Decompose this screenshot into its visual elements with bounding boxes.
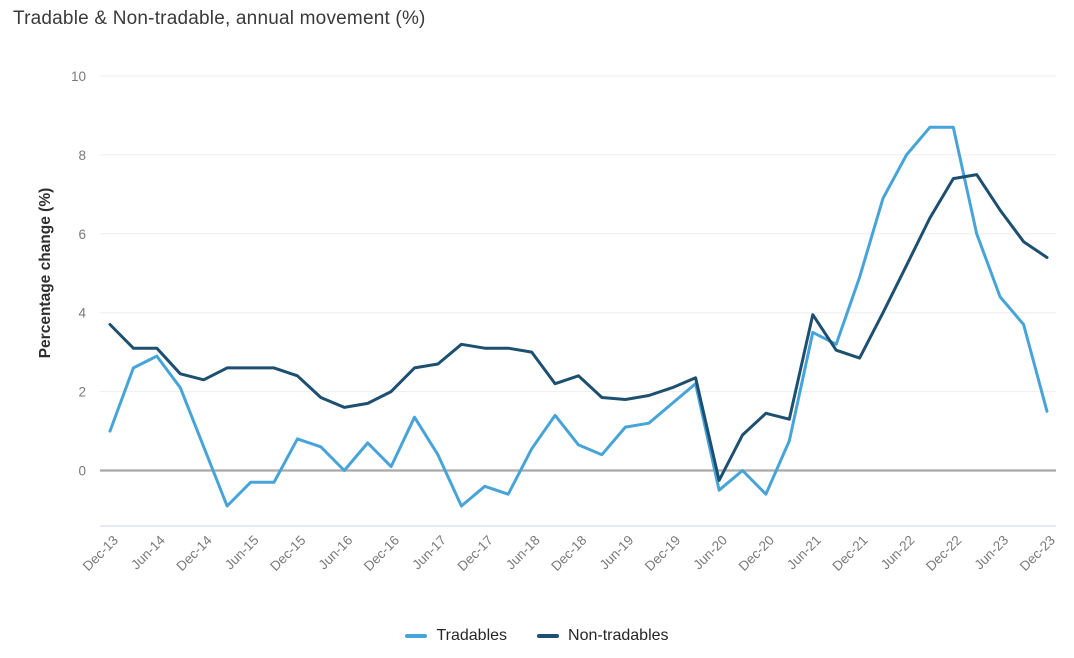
chart-title: Tradable & Non-tradable, annual movement… [13,8,426,29]
chart-legend: Tradables Non-tradables [0,620,1074,652]
y-axis-title: Percentage change (%) [37,188,54,359]
x-tick-label: Jun-19 [597,533,637,573]
x-tick-label: Dec-20 [736,533,777,574]
x-tick-label: Dec-19 [642,533,683,574]
x-tick-label: Jun-16 [316,533,356,573]
y-tick-label: 10 [71,69,86,84]
x-tick-label: Dec-21 [829,533,870,574]
x-tick-label: Jun-22 [878,533,918,573]
y-tick-label: 2 [78,385,86,400]
x-tick-label: Jun-17 [409,533,449,573]
x-tick-label: Jun-23 [971,533,1011,573]
x-tick-label: Dec-16 [361,533,402,574]
y-tick-label: 6 [78,227,86,242]
x-tick-label: Dec-18 [548,533,589,574]
x-tick-label: Dec-17 [455,533,496,574]
legend-item-tradables: Tradables [405,627,507,645]
x-tick-label: Jun-18 [503,533,543,573]
y-tick-label: 8 [78,148,86,163]
x-tick-label: Dec-23 [1017,533,1058,574]
y-tick-label: 4 [78,306,86,321]
legend-label-non-tradables: Non-tradables [568,627,669,644]
legend-label-tradables: Tradables [436,627,508,644]
x-tick-label: Jun-21 [784,533,824,573]
non-tradables-line-swatch [537,634,560,638]
series-line-tradables [108,125,1049,508]
x-tick-label: Jun-14 [128,532,168,572]
x-tick-label: Dec-22 [923,533,964,574]
x-tick-label: Dec-13 [80,533,121,574]
series-line-non-tradables [108,173,1049,482]
legend-item-non-tradables: Non-tradables [537,627,669,645]
tradables-line-swatch [405,634,428,638]
x-tick-label: Dec-15 [267,533,308,574]
x-tick-label: Jun-15 [222,533,262,573]
x-tick-label: Dec-14 [173,532,215,574]
y-tick-label: 0 [78,464,86,479]
x-tick-label: Jun-20 [690,533,730,573]
